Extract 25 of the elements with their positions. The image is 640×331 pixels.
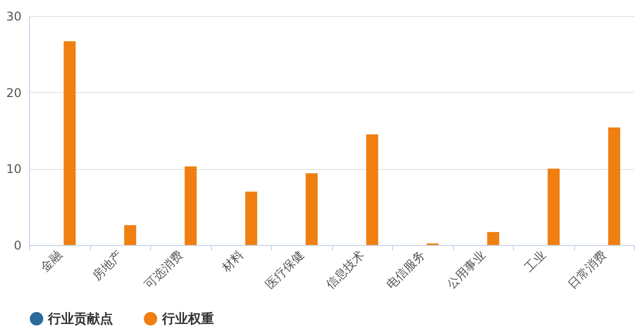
y-tick-label: 0 <box>14 238 22 252</box>
bar <box>608 127 620 245</box>
x-tick-label: 信息技术 <box>323 248 368 292</box>
bar <box>64 41 76 245</box>
bar <box>306 173 318 245</box>
x-tick-label: 房地产 <box>90 248 126 283</box>
x-tick-label: 公用事业 <box>444 248 488 292</box>
x-tick-label: 日常消费 <box>565 248 610 292</box>
x-tick-label: 工业 <box>522 248 549 274</box>
legend-label: 行业贡献点 <box>47 310 113 327</box>
y-tick-label: 10 <box>6 162 22 176</box>
bar <box>184 166 197 245</box>
bar <box>487 232 500 245</box>
bar <box>245 192 258 245</box>
x-tick-label: 医疗保健 <box>262 248 307 292</box>
bar <box>548 168 560 245</box>
x-tick-label: 电信服务 <box>384 248 428 292</box>
x-tick-label: 材料 <box>218 248 246 276</box>
legend-label: 行业权重 <box>161 310 214 327</box>
y-tick-label: 20 <box>6 86 22 100</box>
bar <box>366 134 378 245</box>
x-tick-label: 金融 <box>38 248 65 274</box>
y-tick-label: 30 <box>6 10 22 24</box>
x-tick-label: 可选消费 <box>142 248 186 292</box>
bar <box>124 225 136 245</box>
